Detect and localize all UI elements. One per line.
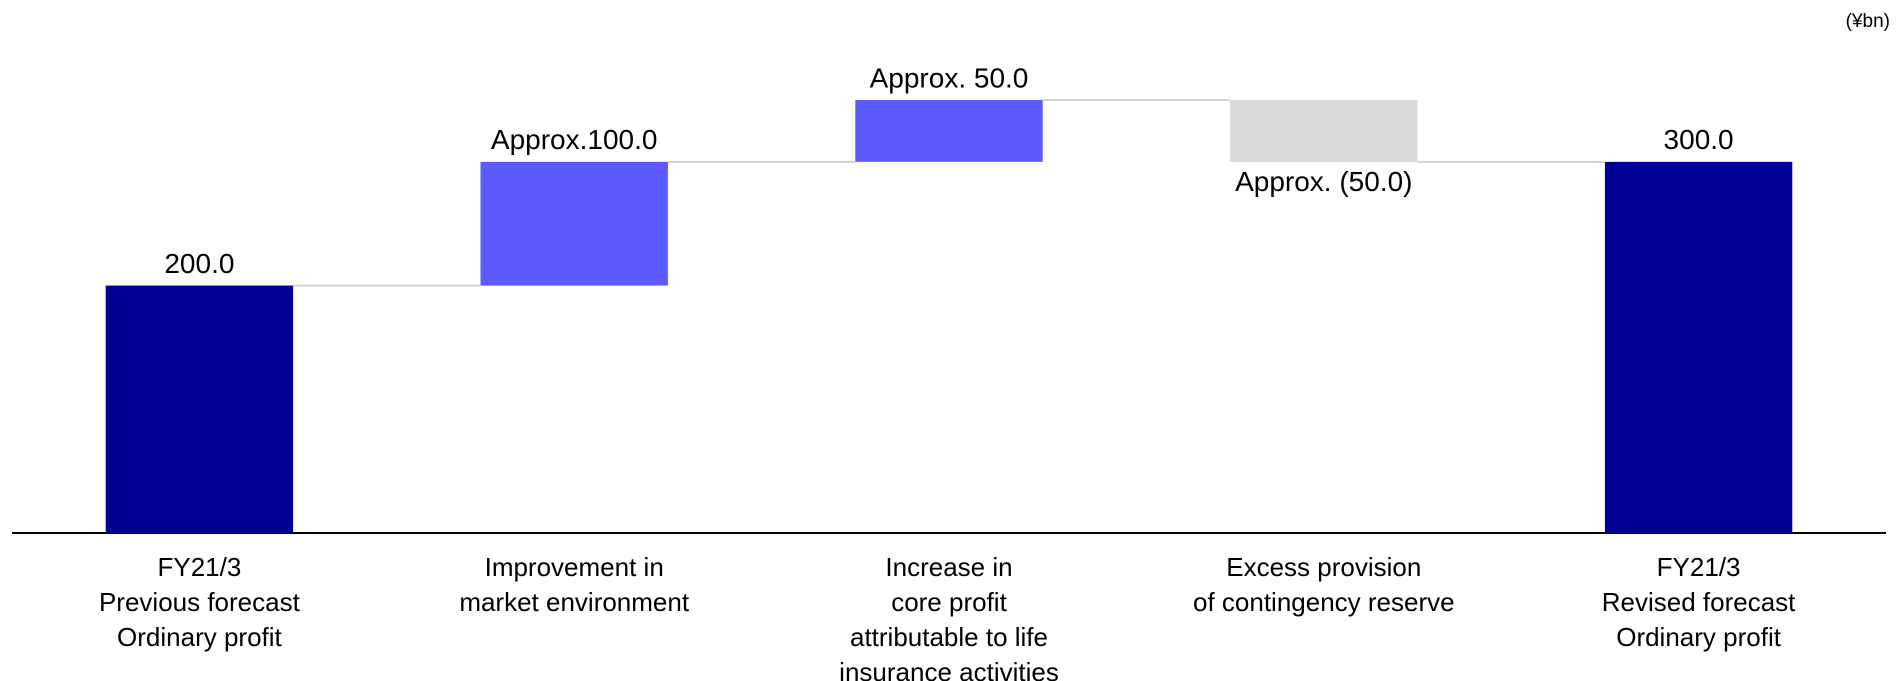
value-label: Approx.100.0 <box>491 124 658 155</box>
bar <box>480 161 668 286</box>
x-tick-label: Improvement in <box>485 552 664 582</box>
x-tick-label: core profit <box>891 587 1007 617</box>
x-tick-label: Ordinary profit <box>117 622 282 652</box>
x-tick-label: Increase in <box>885 552 1012 582</box>
x-tick-label: attributable to life <box>850 622 1048 652</box>
value-label: 200.0 <box>164 248 234 279</box>
bar <box>1230 100 1418 162</box>
unit-label: (¥bn) <box>1846 11 1890 32</box>
x-tick-label: market environment <box>459 587 690 617</box>
x-tick-label: Excess provision <box>1226 552 1421 582</box>
x-tick-label: insurance activities <box>839 657 1059 681</box>
bar <box>855 100 1043 162</box>
x-tick-label: of contingency reserve <box>1193 587 1455 617</box>
value-label: 300.0 <box>1664 124 1734 155</box>
x-tick-label: Ordinary profit <box>1616 622 1781 652</box>
x-tick-label: Previous forecast <box>99 587 301 617</box>
bar <box>105 285 294 533</box>
value-label: Approx. (50.0) <box>1235 166 1412 197</box>
value-label: Approx. 50.0 <box>870 62 1029 93</box>
bar <box>1604 161 1793 533</box>
x-tick-label: FY21/3 <box>157 552 241 582</box>
x-tick-label: Revised forecast <box>1602 587 1796 617</box>
x-tick-label: FY21/3 <box>1657 552 1741 582</box>
